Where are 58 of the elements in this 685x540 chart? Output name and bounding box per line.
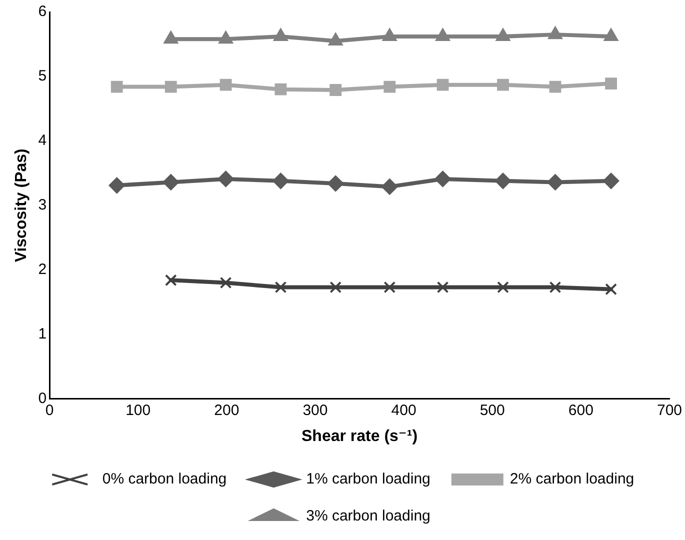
- point: [548, 26, 562, 40]
- point: [382, 178, 398, 195]
- point: [436, 281, 449, 294]
- legend-label: 2% carbon loading: [510, 470, 634, 488]
- y-tick-label: 3: [38, 196, 47, 214]
- point: [604, 28, 618, 41]
- x-tick-label: 200: [214, 402, 240, 419]
- x-axis-title: Shear rate (s⁻¹): [301, 428, 418, 445]
- point: [494, 172, 511, 189]
- point: [220, 276, 232, 289]
- point: [220, 78, 232, 91]
- x-tick-label: 400: [391, 402, 416, 419]
- point: [434, 170, 451, 187]
- y-tick-label: 1: [38, 325, 47, 342]
- legend-label: 3% carbon loading: [306, 508, 430, 525]
- point: [164, 80, 177, 93]
- point: [384, 80, 396, 93]
- point: [274, 281, 287, 294]
- y-tick-label: 2: [38, 261, 47, 278]
- x-tick-label: 700: [656, 402, 682, 419]
- x-tick-label: 100: [126, 402, 151, 419]
- point: [436, 28, 450, 41]
- point: [496, 28, 510, 41]
- y-tick-label: 5: [38, 68, 47, 85]
- point: [328, 33, 343, 46]
- point: [330, 84, 342, 96]
- point: [328, 175, 344, 192]
- point: [274, 83, 287, 96]
- point: [547, 174, 564, 190]
- point: [110, 80, 123, 93]
- point: [549, 80, 562, 93]
- legend-label: 0% carbon loading: [102, 470, 227, 488]
- y-tick-label: 4: [38, 132, 47, 150]
- point: [497, 281, 509, 294]
- point: [330, 281, 342, 294]
- point: [603, 172, 620, 189]
- point: [384, 281, 396, 294]
- x-tick-label: 500: [480, 402, 505, 419]
- point: [164, 31, 178, 44]
- point: [382, 28, 397, 41]
- y-tick-label: 6: [38, 3, 47, 20]
- y-tick-label: 0: [38, 390, 47, 407]
- point: [605, 78, 617, 90]
- point: [605, 283, 617, 296]
- point: [274, 28, 288, 41]
- point: [218, 170, 234, 187]
- x-tick-label: 600: [568, 402, 594, 419]
- x-tick-label: 300: [302, 402, 328, 419]
- point: [218, 31, 233, 44]
- point: [272, 172, 289, 189]
- y-axis-title: Viscosity (Pas): [13, 148, 30, 262]
- point: [549, 281, 562, 294]
- point: [436, 78, 449, 91]
- point: [164, 274, 177, 286]
- point: [162, 174, 179, 190]
- point: [108, 177, 125, 194]
- point: [497, 78, 509, 91]
- legend-label: 1% carbon loading: [306, 470, 430, 488]
